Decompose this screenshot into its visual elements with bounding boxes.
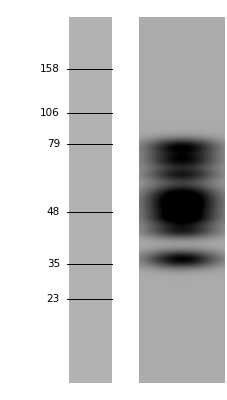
Text: 158: 158	[40, 64, 60, 74]
Text: 106: 106	[40, 108, 60, 118]
Bar	[69, 17, 111, 383]
Bar	[138, 17, 223, 383]
Text: 48: 48	[47, 207, 60, 217]
Bar	[111, 17, 138, 383]
Text: 35: 35	[47, 258, 60, 268]
Text: 79: 79	[47, 139, 60, 149]
Text: 23: 23	[47, 294, 60, 304]
